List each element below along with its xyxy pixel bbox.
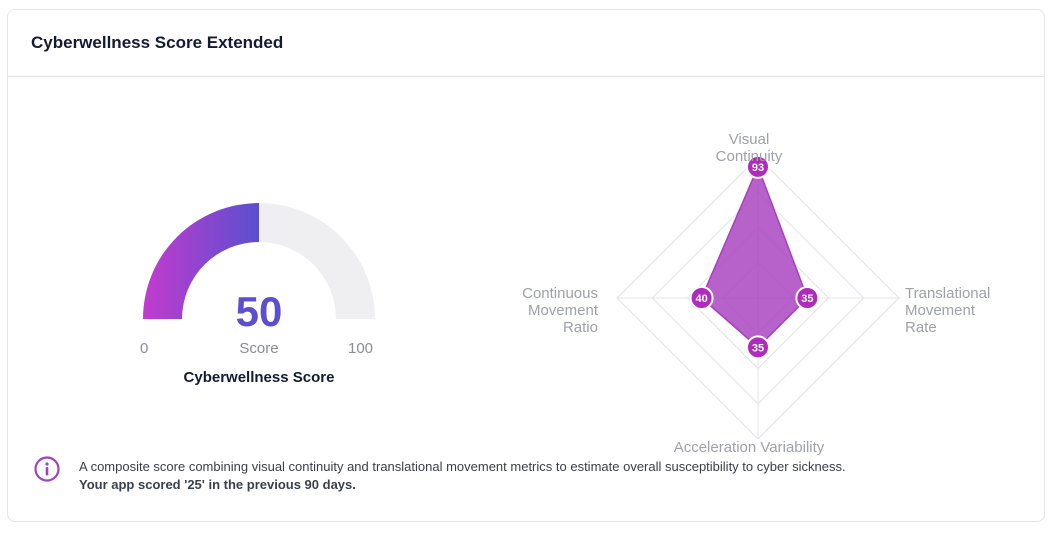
- card-header: Cyberwellness Score Extended: [8, 10, 1044, 77]
- axis-label-line: Continuous: [522, 285, 598, 302]
- gauge-caption: Score: [239, 340, 279, 357]
- axis-label-line: Translational: [905, 285, 991, 302]
- gauge-value: 50: [235, 288, 283, 335]
- radar-data-label: 93: [752, 162, 764, 174]
- gauge-arc: [143, 203, 375, 319]
- radar-point: [746, 335, 770, 360]
- axis-label-line: Movement: [527, 302, 598, 319]
- axis-label-line: Acceleration Variability: [673, 439, 825, 456]
- info-emphasis: Your app scored '25' in the previous 90 …: [79, 477, 356, 492]
- axis-label-line: Visual: [728, 131, 770, 148]
- axis-label-translational-movement-rate: Translational Movement Rate: [905, 285, 990, 336]
- info-text: A composite score combining visual conti…: [79, 458, 846, 494]
- axis-label-line: Continuity: [715, 148, 783, 165]
- card-title: Cyberwellness Score Extended: [31, 33, 284, 52]
- radar-series-area: [700, 164, 809, 349]
- gauge-fill: [143, 203, 259, 319]
- radar-data-label: 35: [801, 293, 813, 305]
- cyberwellness-card: Cyberwellness Score Extended 50 0 Score …: [7, 9, 1045, 522]
- radar-chart: 93 35 35 40 Visual Continuity Translational M…: [503, 120, 1023, 460]
- gauge-min-label: 0: [140, 340, 149, 357]
- gauge-max-label: 100: [348, 340, 374, 357]
- radar-data-label: 40: [695, 293, 707, 305]
- score-gauge: 50 0 Score 100 Cyberwellness Score: [128, 188, 398, 398]
- radar-point: [795, 286, 820, 310]
- radar-point: [689, 286, 714, 310]
- gauge-title: Cyberwellness Score: [183, 369, 335, 386]
- radar-data-label: 35: [752, 342, 764, 354]
- axis-label-line: Movement: [905, 302, 976, 319]
- axis-label-visual-continuity: Visual Continuity: [709, 131, 789, 165]
- axis-label-acceleration-variability: Acceleration Variability: [649, 439, 849, 456]
- info-description: A composite score combining visual conti…: [79, 459, 846, 474]
- axis-label-continuous-movement-ratio: Continuous Movement Ratio: [503, 285, 598, 336]
- radar-point: [746, 154, 770, 179]
- radar-plot: 93 35 35 40: [616, 154, 900, 440]
- axis-label-line: Ratio: [562, 319, 598, 336]
- info-circle-icon: [34, 456, 60, 482]
- axis-label-line: Rate: [905, 319, 937, 336]
